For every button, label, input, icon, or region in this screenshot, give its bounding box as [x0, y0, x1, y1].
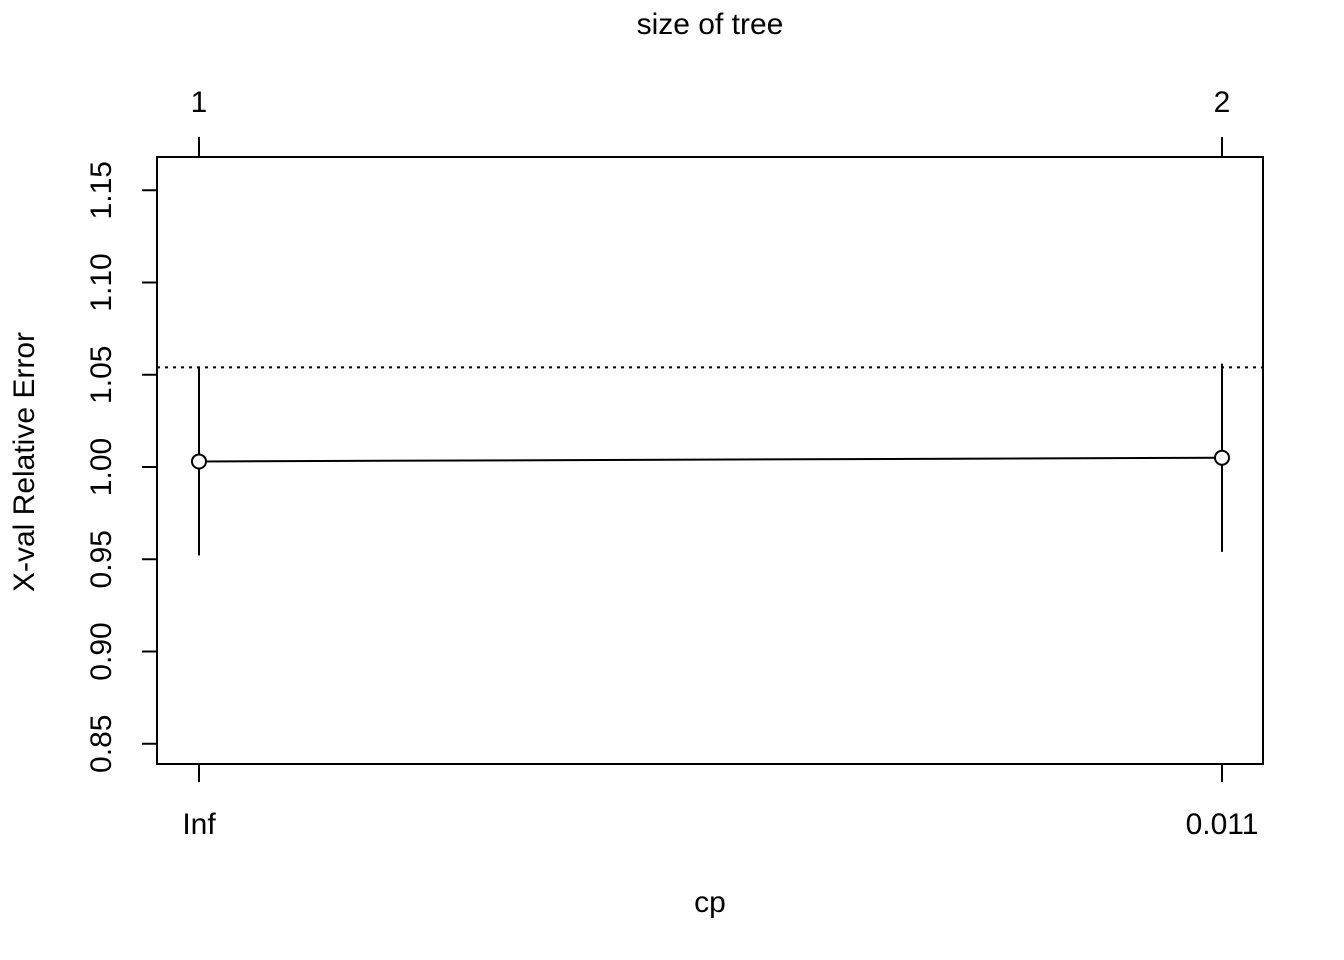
y-tick-label-0: 0.85: [85, 715, 118, 773]
y-tick-label-2: 0.95: [85, 530, 118, 588]
y-tick-label-5: 1.10: [85, 253, 118, 311]
plot-frame: [156, 156, 1264, 765]
data-point-0: [191, 453, 207, 470]
top-axis-label: size of tree: [637, 8, 784, 41]
plot-layer: 0.85 0.90 0.95 1.00 1.05 1.10 1.15 Inf 0.011 1 2: [85, 86, 1264, 841]
x-tick-label-0: Inf: [182, 808, 216, 841]
data-point-1: [1214, 449, 1230, 466]
top-tick-label-0: 1: [191, 86, 208, 119]
y-tick-label-3: 1.00: [85, 438, 118, 496]
series-line: [198, 456, 1223, 463]
y-axis-label: X-val Relative Error: [8, 332, 41, 592]
top-tick-label-1: 2: [1214, 86, 1231, 119]
y-tick-label-4: 1.05: [85, 346, 118, 404]
y-tick-label-6: 1.15: [85, 161, 118, 219]
x-tick-label-1: 0.011: [1186, 808, 1259, 841]
x-axis-label: cp: [694, 886, 726, 919]
y-tick-label-1: 0.90: [85, 622, 118, 680]
